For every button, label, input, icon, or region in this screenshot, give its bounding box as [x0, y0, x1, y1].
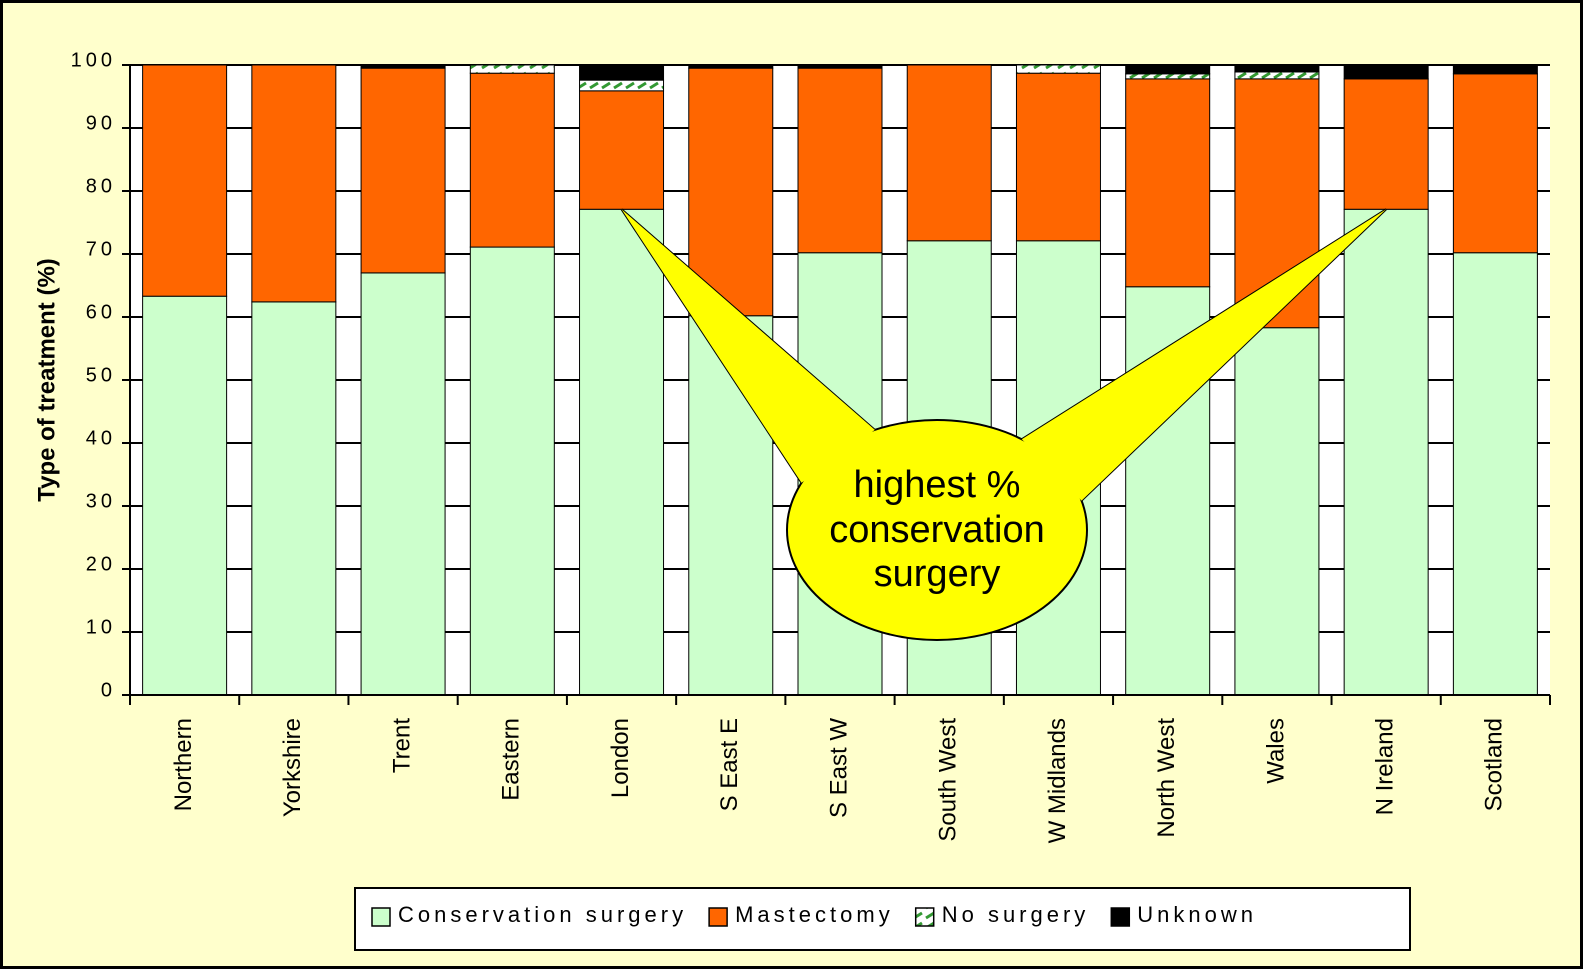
y-tick-label: 10	[86, 616, 116, 638]
legend-label: Unknown	[1137, 902, 1257, 927]
y-tick-label: 0	[101, 679, 116, 701]
callout-pointer-fill	[621, 209, 875, 483]
y-tick-label: 100	[71, 49, 116, 71]
y-tick-label: 80	[86, 175, 116, 197]
bar-segment	[1234, 71, 1320, 80]
bar-segment	[1452, 64, 1538, 75]
bar-segment	[579, 208, 665, 696]
bar-segment	[1343, 208, 1429, 696]
callout-pointer-fill	[1021, 209, 1387, 501]
bar-segment	[1343, 78, 1429, 210]
y-tick-label: 40	[86, 427, 116, 449]
bar-segment	[1452, 73, 1538, 254]
bar-segment	[1234, 64, 1320, 73]
x-tick-label: Trent	[388, 718, 415, 773]
x-tick-label: South West	[935, 718, 962, 842]
x-tick-label: Wales	[1262, 718, 1289, 784]
callout-text: highest % conservation surgery	[829, 463, 1045, 596]
x-tick-label: Yorkshire	[279, 718, 306, 817]
bar-segment	[469, 246, 555, 696]
x-tick-label: Eastern	[498, 718, 525, 801]
bar-segment	[251, 64, 337, 303]
y-tick-label: 20	[86, 553, 116, 575]
bar-segment	[1234, 327, 1320, 696]
bar-segment	[906, 64, 992, 242]
legend	[354, 887, 1411, 951]
callout-bubble	[786, 419, 1088, 641]
legend-swatch	[371, 907, 391, 927]
bar-segment	[360, 272, 446, 696]
bar-segment	[142, 64, 228, 297]
bar-segment	[797, 67, 883, 254]
bar-segment	[579, 79, 665, 92]
x-tick-label: W Midlands	[1044, 718, 1071, 843]
callout-box: highest % conservation surgery	[829, 463, 1045, 596]
y-tick-label: 90	[86, 112, 116, 134]
bar-segment	[1015, 72, 1101, 242]
bar-segment	[1452, 252, 1538, 696]
y-axis-title: Type of treatment (%)	[33, 258, 60, 502]
bar-segment	[1343, 64, 1429, 80]
x-tick-label: North West	[1153, 718, 1180, 838]
bar-segment	[688, 67, 774, 317]
y-tick-label: 30	[86, 490, 116, 512]
x-tick-label: S East W	[825, 718, 852, 818]
y-tick-label: 60	[86, 301, 116, 323]
y-tick-label: 70	[86, 238, 116, 260]
x-tick-label: S East E	[716, 718, 743, 811]
bar-segment	[142, 295, 228, 696]
bar-segment	[360, 64, 446, 69]
x-tick-label: London	[607, 718, 634, 798]
bar-segment	[579, 90, 665, 210]
legend-swatch	[1110, 907, 1131, 927]
x-tick-label: N Ireland	[1371, 718, 1398, 815]
bar-segment	[469, 72, 555, 248]
bar-segment	[579, 64, 665, 81]
y-tick-label: 50	[86, 364, 116, 386]
bar-segment	[1125, 73, 1211, 80]
bar-segment	[251, 301, 337, 696]
x-tick-label: Scotland	[1481, 718, 1508, 811]
legend-swatch	[708, 907, 728, 927]
bar-segment	[469, 64, 555, 74]
bar-segment	[1015, 64, 1101, 74]
legend-label: Conservation surgery	[398, 902, 687, 927]
bar-segment	[688, 64, 774, 69]
legend-label: Mastectomy	[735, 902, 894, 927]
bar-segment	[797, 64, 883, 69]
bar-segment	[360, 67, 446, 274]
bar-segment	[1125, 78, 1211, 288]
bar-segment	[1125, 64, 1211, 75]
legend-swatch	[914, 907, 935, 927]
legend-label: No surgery	[942, 902, 1090, 927]
x-tick-label: Northern	[170, 718, 197, 811]
